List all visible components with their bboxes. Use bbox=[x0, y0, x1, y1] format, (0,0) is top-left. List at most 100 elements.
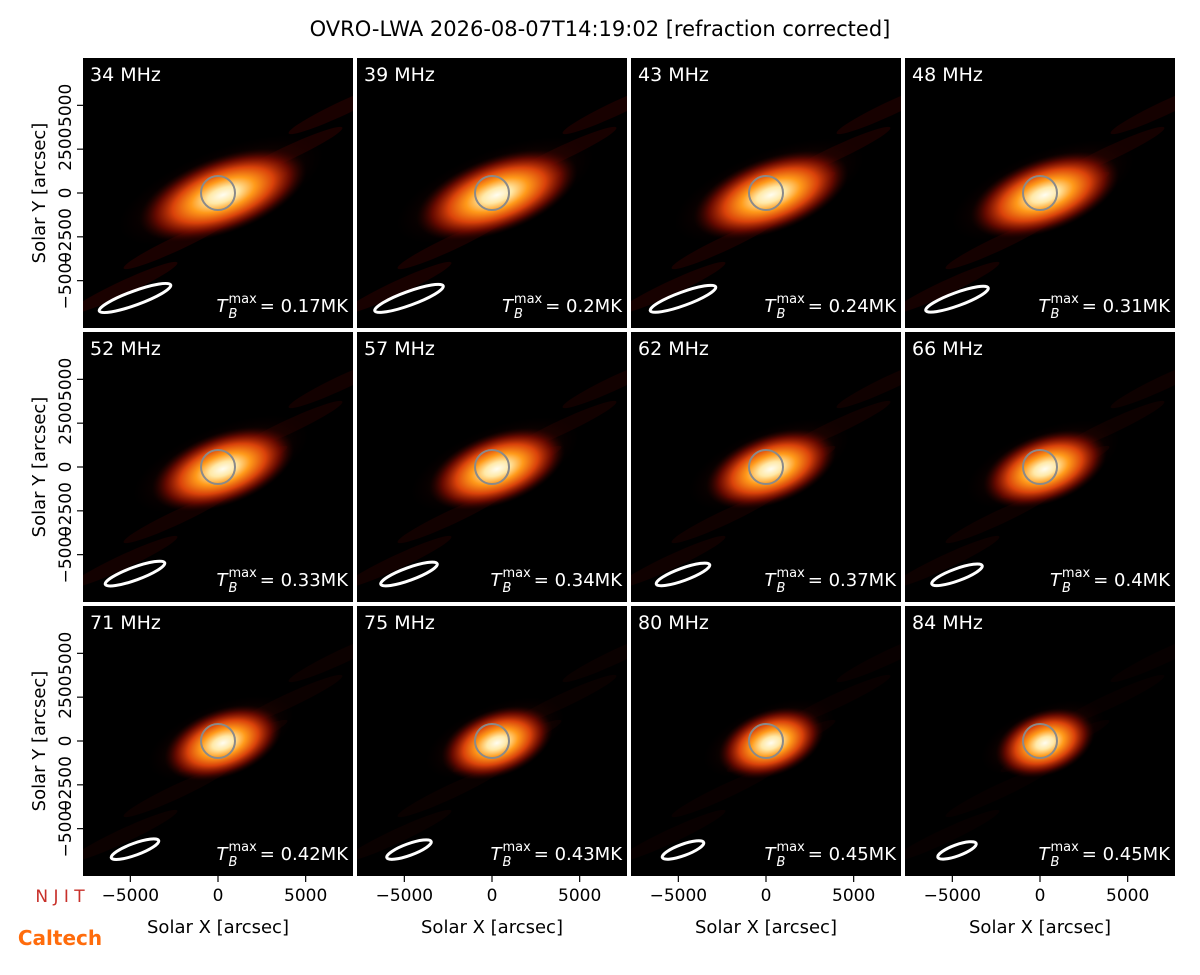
x-tick-label: 0 bbox=[487, 886, 498, 906]
panel: 39 MHz TBmax = 0.2MK bbox=[357, 58, 627, 328]
logo-njit: N J I T bbox=[35, 887, 85, 907]
image-layer bbox=[357, 81, 627, 315]
streak bbox=[562, 81, 627, 135]
tb-symbol: T bbox=[502, 296, 515, 317]
frequency-label: 34 MHz bbox=[90, 64, 161, 86]
streak bbox=[1110, 629, 1175, 683]
streak bbox=[1110, 81, 1175, 135]
y-tick-label: −5000 bbox=[56, 800, 76, 858]
beam bbox=[924, 284, 990, 314]
tb-sub: B bbox=[777, 581, 786, 596]
tb-sup: max bbox=[514, 292, 543, 307]
image-layer bbox=[83, 355, 353, 589]
x-axis-label: Solar X [arcsec] bbox=[695, 917, 837, 938]
tb-max-annotation: TBmax = 0.37MK bbox=[765, 566, 898, 596]
tb-symbol: T bbox=[217, 570, 230, 591]
beam bbox=[109, 837, 161, 861]
tb-max-annotation: TBmax = 0.45MK bbox=[765, 840, 898, 870]
y-tick-label: 0 bbox=[56, 462, 76, 473]
solar-disk bbox=[1022, 175, 1058, 211]
image-layer bbox=[905, 81, 1175, 315]
panel: 43 MHz TBmax = 0.24MK bbox=[631, 58, 901, 328]
streak bbox=[83, 809, 178, 863]
x-tick-label: −5000 bbox=[650, 886, 708, 906]
image-layer bbox=[905, 355, 1175, 589]
panel: 75 MHz TBmax = 0.43MK −5000 0 5000 Solar X [ar… bbox=[357, 606, 627, 938]
x-tick-label: 0 bbox=[213, 886, 224, 906]
frequency-label: 71 MHz bbox=[90, 612, 161, 634]
image-layer bbox=[83, 81, 353, 315]
beam bbox=[648, 283, 718, 314]
y-tick-label: 2500 bbox=[56, 676, 76, 719]
tb-sub: B bbox=[514, 307, 523, 322]
logo-caltech: Caltech bbox=[18, 926, 102, 950]
solar-disk bbox=[748, 175, 784, 211]
tb-sub: B bbox=[777, 307, 786, 322]
tb-sub: B bbox=[229, 307, 238, 322]
tb-max-annotation: TBmax = 0.2MK bbox=[502, 292, 623, 322]
solar-disk bbox=[200, 723, 236, 759]
panel: 48 MHz TBmax = 0.31MK bbox=[905, 58, 1175, 328]
tb-sub: B bbox=[503, 855, 512, 870]
solar-disk bbox=[200, 175, 236, 211]
streak bbox=[357, 261, 452, 315]
tb-symbol: T bbox=[1039, 844, 1052, 865]
emission bbox=[693, 150, 849, 240]
tb-sup: max bbox=[502, 566, 531, 581]
solar-disk bbox=[748, 449, 784, 485]
tb-sub: B bbox=[1051, 855, 1060, 870]
frequency-label: 84 MHz bbox=[912, 612, 983, 634]
frequency-label: 39 MHz bbox=[364, 64, 435, 86]
tb-value: = 0.34MK bbox=[534, 570, 623, 591]
tb-sup: max bbox=[776, 840, 805, 855]
tb-value: = 0.17MK bbox=[260, 296, 349, 317]
tb-sub: B bbox=[777, 855, 786, 870]
tb-value: = 0.2MK bbox=[545, 296, 623, 317]
y-axis-label: Solar Y [arcsec] bbox=[29, 397, 50, 538]
streak bbox=[836, 355, 901, 409]
streak bbox=[357, 809, 452, 863]
streak bbox=[905, 535, 1000, 589]
tb-symbol: T bbox=[1039, 296, 1052, 317]
solar-disk bbox=[1022, 449, 1058, 485]
frequency-label: 57 MHz bbox=[364, 338, 435, 360]
streak bbox=[945, 764, 1055, 818]
streak bbox=[562, 629, 627, 683]
tb-value: = 0.33MK bbox=[260, 570, 349, 591]
tb-max-annotation: TBmax = 0.24MK bbox=[765, 292, 898, 322]
x-tick-label: 0 bbox=[761, 886, 772, 906]
streak bbox=[357, 535, 452, 589]
tb-symbol: T bbox=[491, 570, 504, 591]
x-axis-label: Solar X [arcsec] bbox=[147, 917, 289, 938]
x-tick-label: −5000 bbox=[376, 886, 434, 906]
solar-disk bbox=[474, 723, 510, 759]
y-tick-label: −2500 bbox=[56, 482, 76, 540]
y-tick-label: 0 bbox=[56, 736, 76, 747]
emission bbox=[995, 708, 1095, 778]
tb-sub: B bbox=[229, 855, 238, 870]
streak bbox=[836, 629, 901, 683]
x-tick-label: 5000 bbox=[558, 886, 601, 906]
panel: 66 MHz TBmax = 0.4MK bbox=[905, 332, 1175, 602]
x-axis-label: Solar X [arcsec] bbox=[969, 917, 1111, 938]
y-tick-label: 2500 bbox=[56, 128, 76, 171]
beam bbox=[385, 838, 433, 861]
x-tick-label: −5000 bbox=[102, 886, 160, 906]
beam bbox=[103, 559, 167, 588]
image-layer bbox=[357, 355, 627, 589]
beam bbox=[379, 560, 439, 588]
x-tick-label: −5000 bbox=[924, 886, 982, 906]
y-axis-label: Solar Y [arcsec] bbox=[29, 671, 50, 812]
streak bbox=[836, 81, 901, 135]
tb-sup: max bbox=[1050, 840, 1079, 855]
y-tick-label: −5000 bbox=[56, 526, 76, 584]
tb-max-annotation: TBmax = 0.43MK bbox=[491, 840, 624, 870]
solar-disk bbox=[474, 175, 510, 211]
y-tick-label: 5000 bbox=[56, 358, 76, 401]
y-tick-label: 5000 bbox=[56, 84, 76, 127]
streak bbox=[1110, 355, 1175, 409]
tb-value: = 0.42MK bbox=[260, 844, 349, 865]
emission bbox=[983, 429, 1107, 509]
